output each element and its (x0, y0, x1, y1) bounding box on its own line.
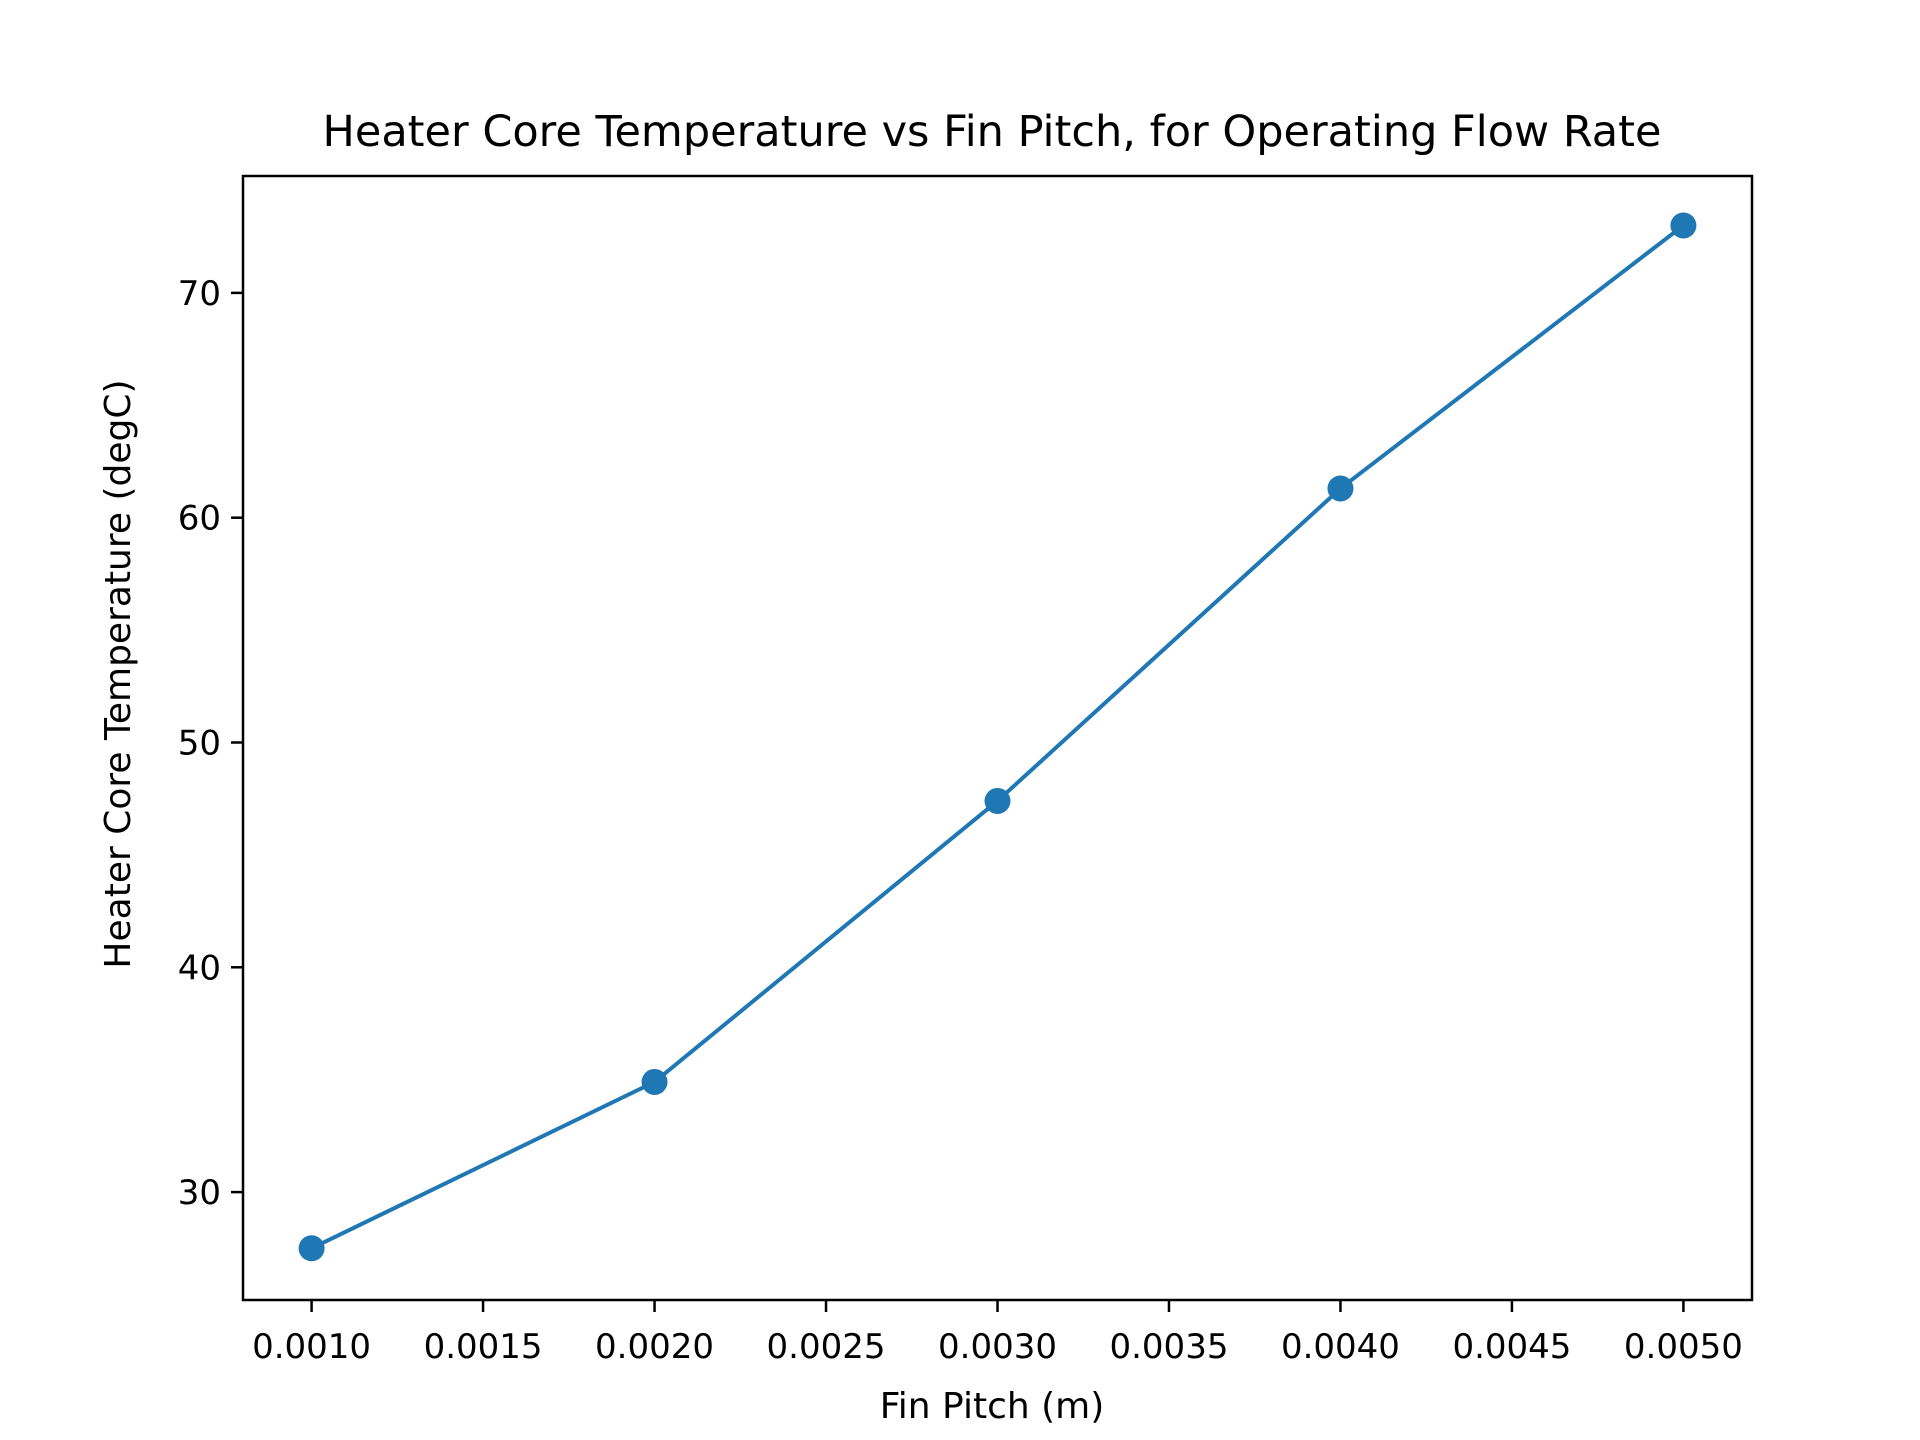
x-tick-label: 0.0025 (767, 1327, 886, 1367)
y-axis-ticks: 30 40 50 60 70 (178, 274, 243, 1213)
x-tick-label: 0.0030 (938, 1327, 1057, 1367)
x-tick-label: 0.0045 (1452, 1327, 1571, 1367)
data-point (641, 1068, 668, 1095)
y-tick-label: 50 (178, 723, 221, 763)
y-tick-label: 60 (178, 499, 221, 539)
data-point (984, 787, 1011, 814)
plot-area-frame (241, 174, 1754, 1302)
x-tick-label: 0.0035 (1109, 1327, 1228, 1367)
series-layer (298, 212, 1697, 1262)
y-tick-label: 70 (178, 274, 221, 314)
data-point (1670, 212, 1697, 239)
x-tick-label: 0.0015 (424, 1327, 543, 1367)
y-axis-label: Heater Core Temperature (degC) (98, 379, 139, 968)
chart-title: Heater Core Temperature vs Fin Pitch, fo… (323, 107, 1662, 157)
y-tick-label: 30 (178, 1173, 221, 1213)
x-tick-label: 0.0050 (1624, 1327, 1743, 1367)
data-point (1327, 475, 1354, 502)
x-axis-label: Fin Pitch (m) (880, 1386, 1105, 1427)
data-point (298, 1235, 325, 1262)
x-axis-ticks: 0.0010 0.0015 0.0020 0.0025 0.0030 0.0035 0.00… (252, 1300, 1743, 1367)
y-tick-label: 40 (178, 948, 221, 988)
x-tick-label: 0.0040 (1281, 1327, 1400, 1367)
x-tick-label: 0.0010 (252, 1327, 371, 1367)
x-tick-label: 0.0020 (595, 1327, 714, 1367)
